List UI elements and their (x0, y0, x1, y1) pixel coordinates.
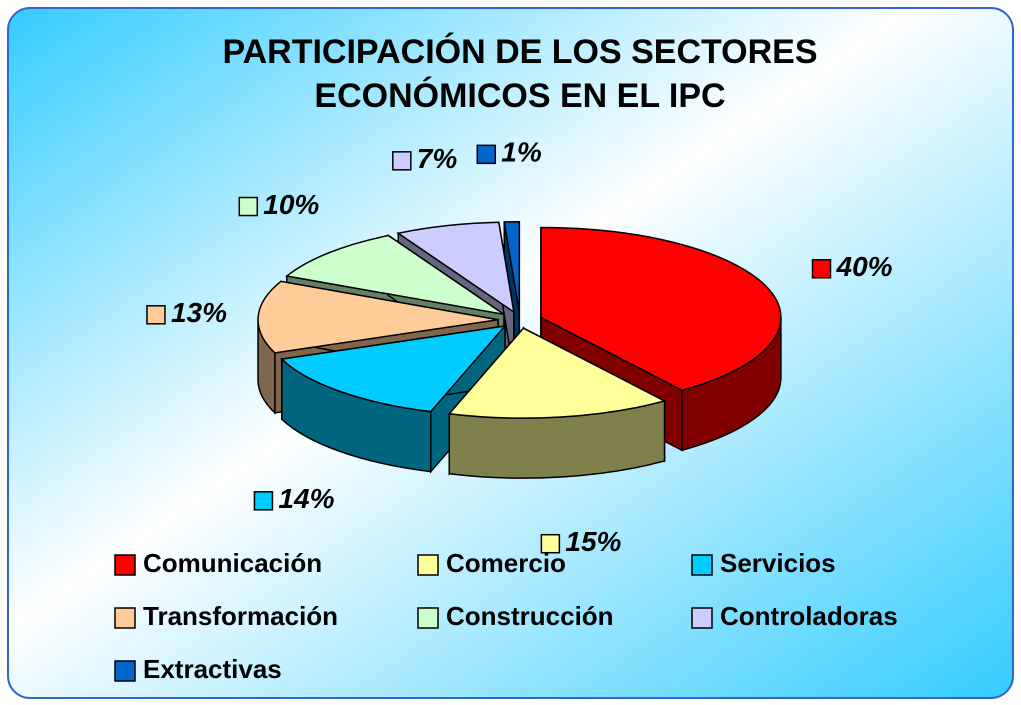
data-label: 40% (836, 251, 893, 282)
slice-top (396, 221, 515, 314)
data-label: 10% (263, 189, 319, 220)
slice-top (285, 234, 505, 316)
data-label: 14% (278, 483, 334, 514)
legend-label: Servicios (720, 548, 836, 578)
data-label-swatch (238, 196, 259, 217)
slice (447, 326, 667, 479)
legend-swatch (114, 607, 136, 629)
slice-top (503, 221, 521, 312)
legend-label: Comunicación (143, 548, 322, 578)
data-label-swatch (146, 305, 166, 325)
data-label: 13% (171, 297, 227, 328)
legend-label: Controladoras (720, 601, 898, 631)
data-label-swatch (392, 151, 412, 171)
legend-swatch (114, 554, 136, 576)
legend-swatch (691, 554, 713, 576)
legend-label: Construcción (446, 601, 614, 631)
legend-swatch (691, 607, 713, 629)
data-label-swatch (476, 144, 497, 165)
data-label: 7% (417, 143, 458, 174)
data-label: 1% (501, 137, 542, 168)
legend-label: Comercio (446, 548, 566, 578)
slice-top (280, 324, 507, 413)
data-label: 15% (565, 526, 621, 557)
slice-top (540, 226, 782, 392)
legend-label: Extractivas (143, 654, 282, 684)
data-label-swatch (811, 259, 832, 279)
slice-top (447, 327, 667, 419)
legend-label: Transformación (143, 601, 338, 631)
legend-swatch (417, 554, 439, 576)
slice-top (257, 280, 499, 354)
legend-swatch (417, 607, 439, 629)
data-label-swatch (253, 491, 274, 511)
chart-title: PARTICIPACIÓN DE LOS SECTORES ECONÓMICOS… (222, 33, 818, 115)
data-label-swatch (540, 533, 561, 554)
legend-swatch (114, 660, 136, 682)
